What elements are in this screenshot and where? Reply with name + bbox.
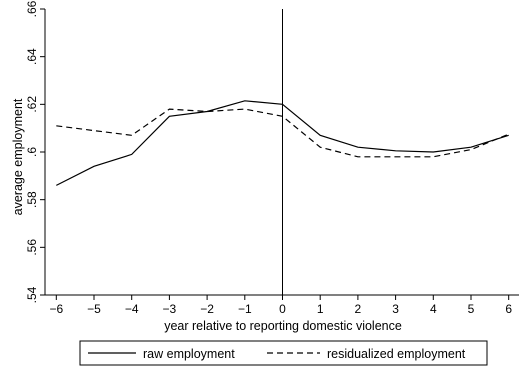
x-tick-label: 3 xyxy=(392,302,399,316)
y-tick-label: .58 xyxy=(25,191,39,208)
y-tick-label: .54 xyxy=(25,286,39,303)
legend-label-raw-employment: raw employment xyxy=(143,347,235,361)
x-tick-label: 0 xyxy=(279,302,286,316)
x-tick-label: −3 xyxy=(163,302,177,316)
x-tick-label: −4 xyxy=(125,302,139,316)
x-tick-label: 1 xyxy=(317,302,324,316)
y-tick-label: .6 xyxy=(25,147,39,157)
series-line-raw-employment xyxy=(56,100,509,186)
y-tick-label: .56 xyxy=(25,239,39,256)
x-tick-label: −2 xyxy=(200,302,214,316)
legend-box xyxy=(79,340,488,366)
y-tick-label: .66 xyxy=(25,0,39,17)
series-line-residualized-employment xyxy=(56,108,509,158)
plot-area: .54 .56 .58 .6 .62 .64 .66 −6 −5 −4 −3 −2 −1 0 1 2 3 4 5 6 xyxy=(25,0,519,316)
legend-label-residualized-employment: residualized employment xyxy=(327,347,466,361)
legend: raw employment residualized employment xyxy=(79,340,488,366)
y-tick-label: .64 xyxy=(25,48,39,65)
x-tick-label: −5 xyxy=(87,302,101,316)
y-tick-label: .62 xyxy=(25,96,39,113)
x-tick-label: 2 xyxy=(355,302,362,316)
x-tick-label: 4 xyxy=(430,302,437,316)
y-axis-title: average employment xyxy=(11,98,25,215)
x-tick-label: 5 xyxy=(468,302,475,316)
x-tick-label: 6 xyxy=(505,302,512,316)
x-axis-title: year relative to reporting domestic viol… xyxy=(164,319,402,333)
x-tick-label: −6 xyxy=(49,302,63,316)
x-tick-label: −1 xyxy=(238,302,252,316)
